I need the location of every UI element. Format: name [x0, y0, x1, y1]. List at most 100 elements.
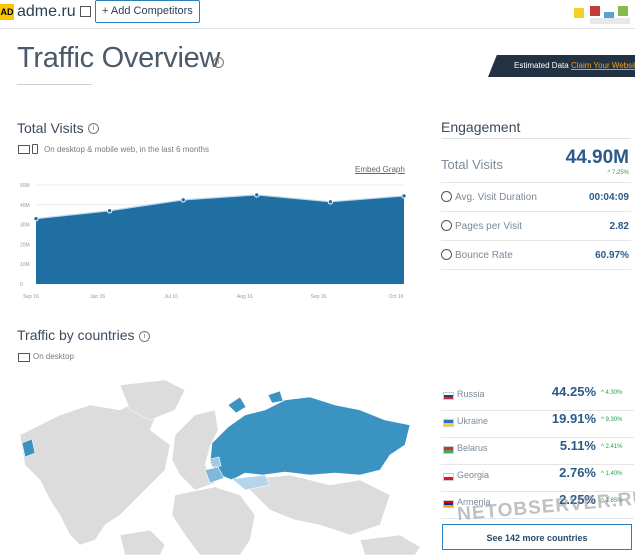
map-region-kazakhstan[interactable] — [231, 474, 271, 491]
country-row[interactable]: Russia 44.25% ^ 4.30% — [441, 383, 634, 411]
engagement-value: 60.97% — [595, 250, 629, 261]
engagement-value: 2.82 — [609, 221, 629, 232]
engagement-row: Avg. Visit Duration 00:04:09 — [441, 184, 631, 212]
map-region-russia-island[interactable] — [267, 390, 284, 404]
y-tick-label: 10M — [20, 262, 30, 268]
total-visits-change: ^ 7.25% — [607, 170, 630, 176]
total-visits-chart: Sep 16 Jan 16 Jul 16 Aug 16 Sep 16 Oct 16 50M… — [20, 183, 407, 300]
engagement-label: Avg. Visit Duration — [455, 192, 537, 203]
country-name[interactable]: Ukraine — [457, 416, 489, 426]
data-point[interactable] — [327, 199, 334, 205]
info-icon[interactable]: i — [88, 123, 99, 134]
y-tick-label: 50M — [20, 183, 30, 189]
map-region-north-america[interactable] — [19, 399, 171, 546]
y-tick-label: 20M — [20, 242, 30, 248]
x-tick-label: Jul 16 — [165, 294, 179, 300]
flag-icon — [443, 392, 454, 400]
flag-icon — [443, 419, 454, 427]
country-row[interactable]: Belarus 5.11% ^ 2.41% — [441, 437, 634, 465]
page-title: Traffic Overview — [17, 42, 221, 74]
data-point[interactable] — [106, 208, 113, 214]
add-competitors-button[interactable]: + Add Competitors — [95, 0, 200, 23]
country-share: 19.91% — [551, 411, 596, 426]
x-tick-label: Sep 16 — [23, 294, 39, 300]
map-region-belarus[interactable] — [209, 456, 222, 468]
x-tick-label: Jan 16 — [90, 294, 105, 300]
x-tick-label: Sep 16 — [310, 294, 326, 300]
embed-graph-link[interactable]: Embed Graph — [355, 165, 405, 174]
map-region-alaska[interactable] — [21, 438, 36, 458]
site-name[interactable]: adme.ru — [17, 3, 76, 20]
countries-subtitle: On desktop — [33, 352, 74, 361]
estimated-data-banner: Estimated Data Claim Your Website — [488, 55, 635, 77]
x-tick-label: Aug 16 — [237, 294, 253, 300]
country-share: 2.25% — [559, 492, 596, 507]
country-change: ^ 1.85% — [601, 498, 623, 504]
country-row[interactable]: Armenia 2.25% ^ 1.85% — [441, 491, 634, 519]
info-icon[interactable]: i — [139, 331, 150, 342]
country-change: ^ 4.30% — [601, 390, 623, 396]
map-region-africa[interactable] — [171, 486, 256, 555]
map-region-greenland[interactable] — [119, 379, 186, 421]
engagement-value: 00:04:09 — [588, 192, 629, 203]
map-region-russia[interactable] — [209, 396, 411, 481]
engagement-row: Pages per Visit 2.82 — [441, 213, 631, 241]
see-more-countries-button[interactable]: See 142 more countries — [442, 524, 632, 550]
mobile-icon — [32, 144, 38, 154]
country-share: 5.11% — [559, 438, 596, 453]
data-point[interactable] — [401, 193, 407, 199]
country-name[interactable]: Georgia — [457, 470, 490, 480]
engagement-title: Engagement — [441, 119, 521, 135]
engagement-total-visits: Total Visits 44.90M ^ 7.25% — [441, 142, 631, 183]
title-divider — [17, 84, 92, 85]
info-icon[interactable]: i — [213, 57, 224, 68]
flag-icon — [443, 500, 454, 508]
visits-line — [35, 194, 405, 220]
map-region-asia[interactable] — [239, 474, 391, 536]
country-change: ^ 9.30% — [601, 417, 623, 423]
engagement-label: Bounce Rate — [455, 250, 513, 261]
country-row[interactable]: Ukraine 19.91% ^ 9.30% — [441, 410, 634, 438]
x-tick-label: Oct 16 — [389, 294, 404, 300]
bounce-arrow-icon — [441, 249, 452, 260]
pages-icon — [441, 220, 452, 231]
flag-icon — [443, 473, 454, 481]
country-name[interactable]: Russia — [457, 389, 485, 399]
country-share: 44.25% — [551, 384, 596, 399]
countries-title: Traffic by countries — [17, 327, 135, 343]
country-name[interactable]: Belarus — [457, 443, 488, 453]
site-thumbnail — [560, 2, 635, 28]
country-change: ^ 1.40% — [601, 471, 623, 477]
country-name[interactable]: Armenia — [457, 497, 491, 507]
map-region-russia-north[interactable] — [227, 396, 247, 414]
visits-area — [36, 194, 404, 284]
external-link-icon[interactable] — [80, 6, 91, 17]
country-share: 2.76% — [559, 465, 596, 480]
total-visits-value: 44.90M — [565, 147, 629, 168]
total-visits-label: Total Visits — [441, 157, 503, 172]
country-change: ^ 2.41% — [601, 444, 623, 450]
site-favicon: AD — [0, 4, 14, 20]
world-map[interactable] — [0, 375, 435, 555]
y-tick-label: 30M — [20, 223, 30, 229]
total-visits-title: Total Visits — [17, 120, 84, 136]
engagement-divider — [441, 138, 631, 139]
desktop-icon — [18, 145, 30, 154]
engagement-label: Pages per Visit — [455, 221, 523, 232]
estimated-label: Estimated Data — [514, 61, 569, 70]
engagement-row: Bounce Rate 60.97% — [441, 242, 631, 270]
data-point[interactable] — [254, 192, 260, 198]
map-region-ukraine[interactable] — [204, 466, 225, 484]
data-point[interactable] — [33, 215, 39, 222]
y-tick-label: 0 — [20, 282, 23, 288]
map-region-oceania[interactable] — [359, 534, 421, 555]
total-visits-subtitle: On desktop & mobile web, in the last 6 m… — [44, 145, 209, 154]
map-region-south-america[interactable] — [119, 529, 166, 555]
flag-icon — [443, 446, 454, 454]
y-tick-label: 40M — [20, 203, 30, 209]
clock-icon — [441, 191, 452, 202]
claim-website-link[interactable]: Claim Your Website — [570, 61, 635, 70]
desktop-icon — [18, 353, 30, 362]
country-row[interactable]: Georgia 2.76% ^ 1.40% — [441, 464, 634, 492]
data-point[interactable] — [180, 197, 186, 203]
